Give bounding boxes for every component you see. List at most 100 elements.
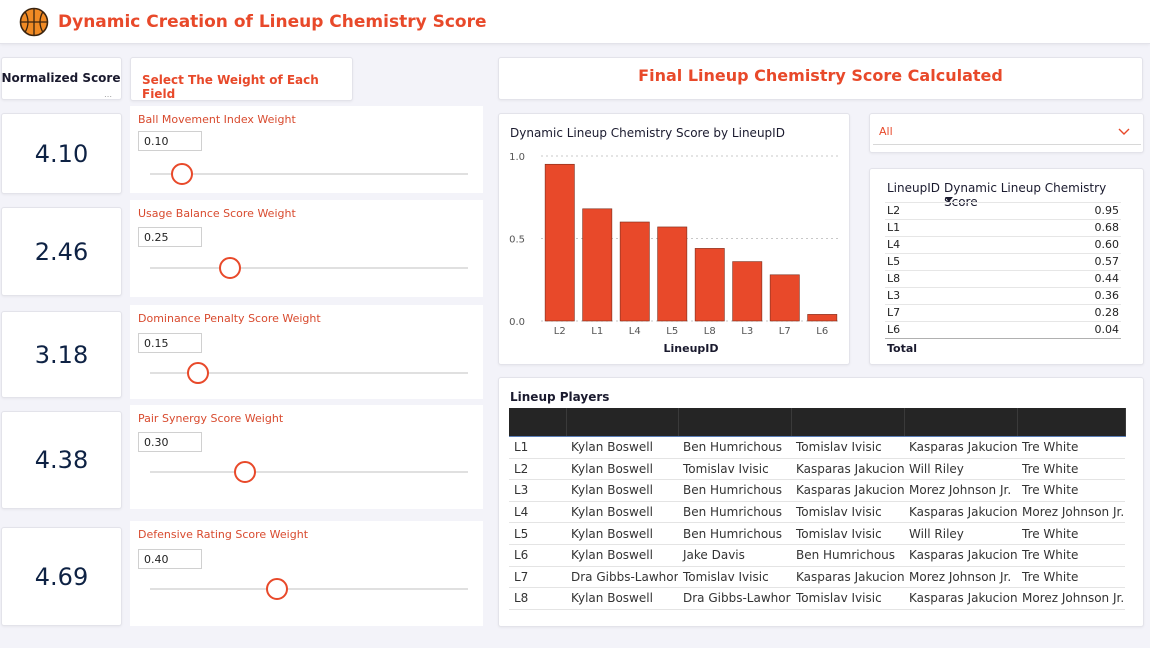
column-header[interactable] (791, 408, 905, 437)
cell: Kylan Boswell (566, 587, 678, 610)
table-row: L4 Kylan Boswell Ben Humrichous Tomislav Iv… (509, 501, 1125, 524)
slider-label: Dominance Penalty Score Weight (138, 312, 321, 325)
weights-header: Select The Weight of Each Field (130, 57, 353, 101)
cell-lineupid: L4 (887, 238, 901, 251)
x-tick-label: L3 (741, 326, 753, 337)
bar (732, 261, 763, 322)
y-tick-label: 1.0 (509, 152, 525, 163)
cell: Morez Johnson Jr. (1017, 587, 1125, 610)
weight-input[interactable]: 0.25 (138, 227, 202, 247)
cell: Tomislav Ivisic (791, 522, 904, 545)
slider-thumb[interactable] (186, 362, 209, 384)
table-row: L6 Kylan Boswell Jake Davis Ben Humrichous K… (509, 544, 1125, 567)
lineup-filter-card: All (869, 113, 1144, 153)
cell: L1 (509, 436, 566, 459)
y-tick-label: 0.5 (509, 235, 525, 246)
column-header[interactable] (678, 408, 792, 437)
weight-input[interactable]: 0.10 (138, 131, 202, 151)
bar-chart: 0.0 0.5 1.0 L2 L1 L4 L5 L8 L3 L7 L6 LineupID (509, 152, 841, 355)
cell-score: 0.68 (1094, 221, 1120, 234)
cell: L5 (509, 522, 566, 545)
more-options-icon[interactable]: ⋯ (104, 92, 112, 101)
cell: Ben Humrichous (678, 522, 791, 545)
cell: Tomislav Ivisic (791, 436, 904, 459)
slider-thumb[interactable] (218, 257, 241, 279)
table-row: L2 Kylan Boswell Tomislav Ivisic Kasparas J… (509, 458, 1125, 481)
bar (807, 314, 838, 322)
page-title: Dynamic Creation of Lineup Chemistry Sco… (58, 12, 487, 32)
slider-label: Usage Balance Score Weight (138, 207, 296, 220)
cell-lineupid: L2 (887, 204, 901, 217)
cell: Kylan Boswell (566, 501, 678, 524)
cell: Morez Johnson Jr. (904, 479, 1017, 502)
lineup-players-table: L1 Kylan Boswell Ben Humrichous Tomislav Iv… (509, 408, 1126, 610)
basketball-icon (19, 7, 49, 37)
cell-lineupid: L6 (887, 323, 901, 336)
cell: Ben Humrichous (678, 501, 791, 524)
weight-slider-card: Defensive Rating Score Weight 0.40 (130, 521, 483, 626)
cell: Will Riley (904, 522, 1017, 545)
table-row: L1 0.68 (885, 219, 1121, 236)
column-header-lineupid[interactable]: LineupID (887, 181, 941, 195)
column-header[interactable] (904, 408, 1018, 437)
cell: Tre White (1017, 479, 1125, 502)
slider-thumb[interactable] (266, 578, 289, 600)
x-tick-label: L2 (554, 326, 566, 337)
normalized-score-value: 3.18 (34, 340, 89, 369)
cell: L6 (509, 544, 566, 567)
cell: Ben Humrichous (678, 436, 791, 459)
bar (582, 208, 613, 322)
cell: Jake Davis (678, 544, 791, 567)
cell: Kasparas Jakucionis (904, 436, 1017, 459)
weight-input[interactable]: 0.40 (138, 549, 202, 569)
slider-track[interactable] (150, 372, 468, 374)
chevron-down-icon (1118, 128, 1130, 135)
weight-slider-card: Ball Movement Index Weight 0.10 (130, 106, 483, 193)
normalized-score-value: 4.10 (34, 139, 89, 168)
weight-input[interactable]: 0.30 (138, 432, 202, 452)
table-header-row (509, 408, 1126, 437)
cell: L8 (509, 587, 566, 610)
column-header[interactable] (566, 408, 679, 437)
table-row: L8 Kylan Boswell Dra Gibbs-Lawhorn Tomislav… (509, 587, 1125, 610)
cell: Dra Gibbs-Lawhorn (566, 566, 678, 589)
cell: Kasparas Jakucionis (904, 587, 1017, 610)
score-card: 4.69 (1, 527, 122, 626)
slider-track[interactable] (150, 173, 468, 175)
column-header[interactable] (1017, 408, 1126, 437)
slider-label: Defensive Rating Score Weight (138, 528, 309, 541)
normalized-score-value: 4.69 (34, 562, 89, 591)
lineup-players-title: Lineup Players (510, 390, 610, 404)
lineup-filter-dropdown[interactable]: All (873, 119, 1141, 145)
slider-label: Ball Movement Index Weight (138, 113, 296, 126)
cell: Kasparas Jakucionis (791, 479, 904, 502)
weight-slider-card: Usage Balance Score Weight 0.25 (130, 200, 483, 297)
table-row: L8 0.44 (885, 270, 1121, 287)
slider-track[interactable] (150, 267, 468, 269)
normalized-score-value: 2.46 (34, 237, 89, 266)
filter-value: All (879, 125, 893, 138)
cell: Kylan Boswell (566, 458, 678, 481)
bar (544, 163, 575, 322)
cell-score: 0.44 (1094, 272, 1120, 285)
table-row: L6 0.04 (885, 321, 1121, 338)
table-total-row: Total (885, 338, 1121, 357)
slider-thumb[interactable] (170, 163, 193, 185)
chart-title: Dynamic Lineup Chemistry Score by Lineup… (510, 126, 785, 140)
lineup-players-card: Lineup Players L1 Kylan Boswell Ben Humric… (498, 377, 1144, 627)
column-header[interactable] (509, 408, 567, 437)
slider-thumb[interactable] (234, 461, 257, 483)
cell: Morez Johnson Jr. (1017, 501, 1125, 524)
cell: L2 (509, 458, 566, 481)
bar (657, 226, 688, 322)
cell: Kylan Boswell (566, 544, 678, 567)
weight-input[interactable]: 0.15 (138, 333, 202, 353)
cell-lineupid: L8 (887, 272, 901, 285)
x-axis-title: LineupID (664, 342, 719, 355)
sort-descending-icon[interactable] (945, 197, 953, 202)
slider-track[interactable] (150, 588, 468, 590)
cell: Tomislav Ivisic (791, 501, 904, 524)
score-card: 4.10 (1, 113, 122, 194)
y-tick-label: 0.0 (509, 317, 525, 328)
slider-track[interactable] (150, 471, 468, 473)
